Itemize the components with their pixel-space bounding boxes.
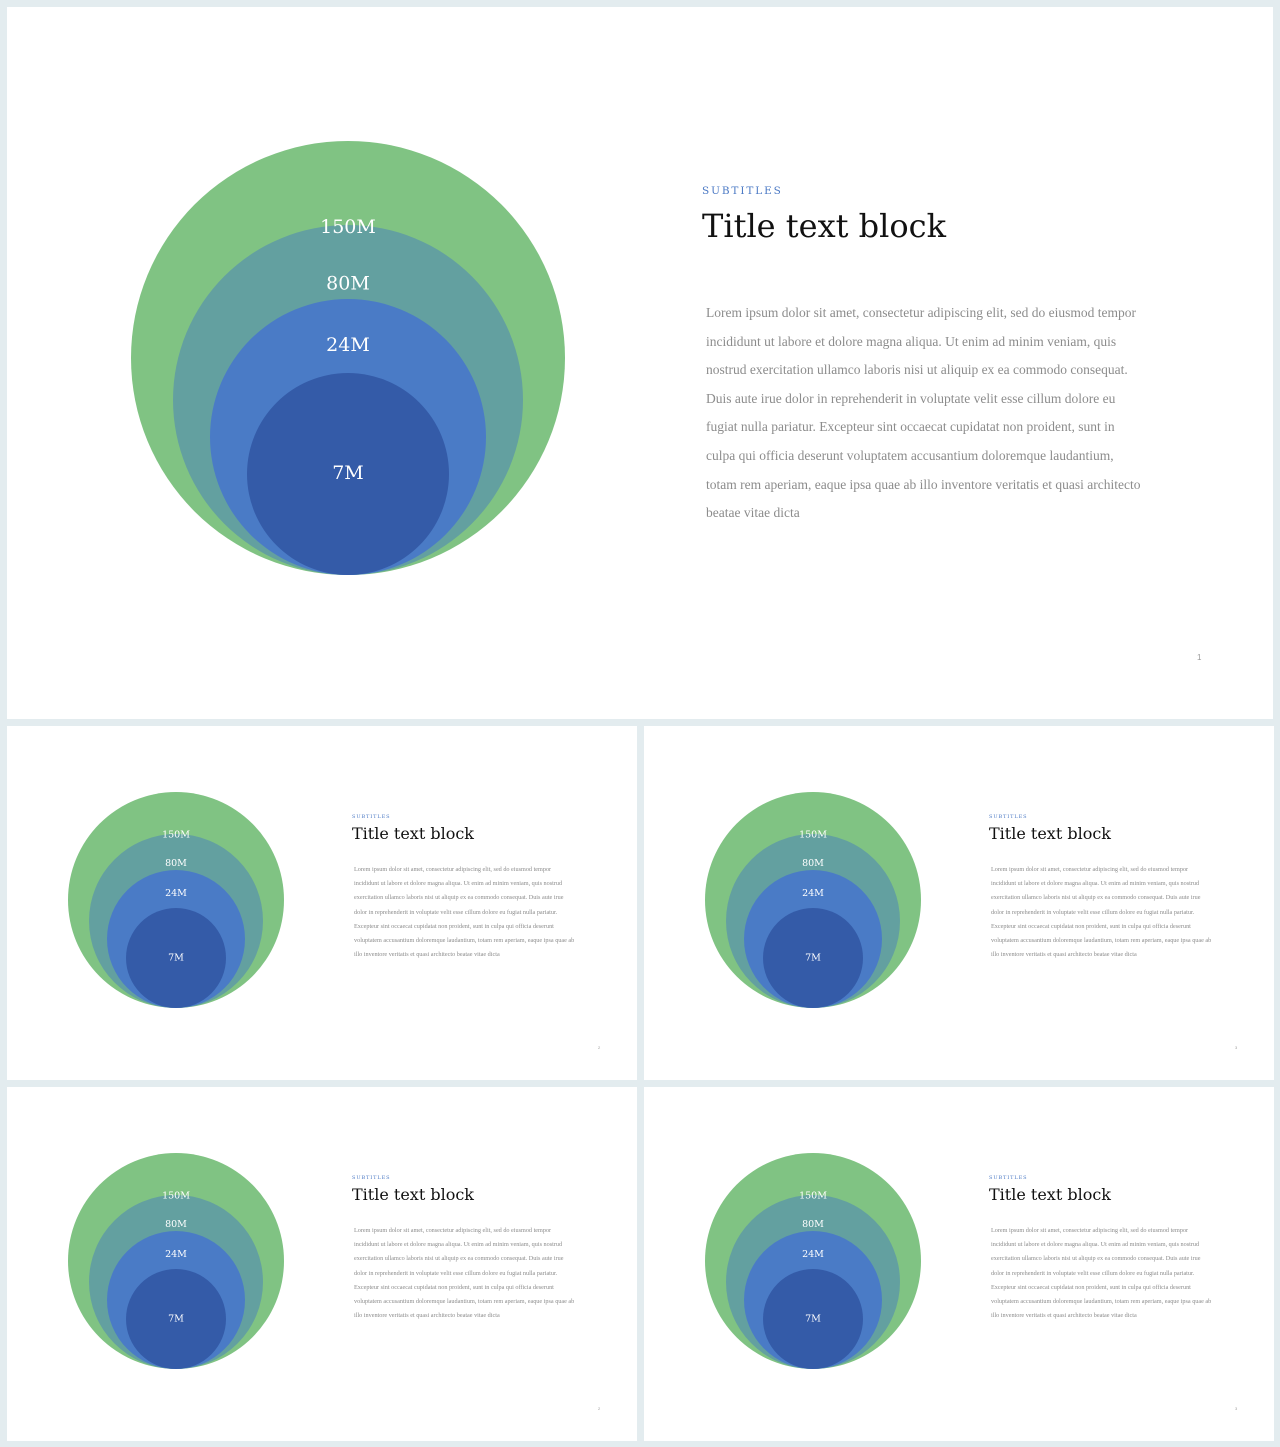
ring-label-150m: 150M (799, 830, 827, 841)
body-text: Lorem ipsum dolor sit amet, consectetur … (354, 866, 575, 959)
slide-thumbnail[interactable]: 150M 80M 24M 7M SUBTITLES Title text block … (7, 1087, 637, 1441)
body-text: Lorem ipsum dolor sit amet, consectetur … (991, 1227, 1212, 1320)
page-number: 2 (598, 1406, 601, 1411)
slide-thumbnail[interactable]: 150M 80M 24M 7M SUBTITLES Title text block … (644, 1087, 1274, 1441)
slide-title: Title text block (989, 824, 1111, 843)
subtitle: SUBTITLES (352, 1175, 391, 1181)
ring-label-7m: 7M (805, 1314, 821, 1325)
ring-label-7m: 7M (168, 953, 184, 964)
subtitle: SUBTITLES (989, 814, 1028, 820)
nested-circles-diagram: 150M 80M 24M 7M (68, 792, 284, 1008)
ring-label-7m: 7M (805, 953, 821, 964)
ring-7m (126, 908, 226, 1008)
ring-label-7m: 7M (332, 462, 364, 484)
ring-label-80m: 80M (165, 858, 187, 869)
slide-title: Title text block (352, 824, 474, 843)
text-block: SUBTITLES Title text block Lorem ipsum d… (352, 814, 577, 962)
nested-circles-diagram: 150M 80M 24M 7M (131, 141, 565, 575)
slide-title: Title text block (352, 1185, 474, 1204)
ring-label-24m: 24M (165, 888, 187, 899)
page-number: 1 (1197, 653, 1202, 662)
ring-label-24m: 24M (802, 1249, 824, 1260)
ring-7m (247, 373, 449, 575)
ring-label-80m: 80M (326, 273, 370, 295)
nested-circles-diagram: 150M 80M 24M 7M (68, 1153, 284, 1369)
page-number: 3 (1235, 1406, 1238, 1411)
ring-7m (126, 1269, 226, 1369)
nested-circles-diagram: 150M 80M 24M 7M (705, 1153, 921, 1369)
ring-label-150m: 150M (162, 1191, 190, 1202)
ring-7m (763, 908, 863, 1008)
text-block: SUBTITLES Title text block Lorem ipsum d… (989, 814, 1214, 962)
ring-label-80m: 80M (802, 1219, 824, 1230)
ring-label-24m: 24M (802, 888, 824, 899)
page-number: 2 (598, 1045, 601, 1050)
ring-7m (763, 1269, 863, 1369)
slide-main: 150M 80M 24M 7M SUBTITLES Title text block … (7, 7, 1273, 719)
ring-label-150m: 150M (320, 216, 376, 238)
slide-thumbnail[interactable]: 150M 80M 24M 7M SUBTITLES Title text block … (7, 726, 637, 1080)
ring-label-24m: 24M (326, 334, 370, 356)
ring-label-150m: 150M (799, 1191, 827, 1202)
text-block: SUBTITLES Title text block Lorem ipsum d… (702, 185, 1142, 528)
ring-label-80m: 80M (802, 858, 824, 869)
subtitle: SUBTITLES (989, 1175, 1028, 1181)
text-block: SUBTITLES Title text block Lorem ipsum d… (989, 1175, 1214, 1323)
ring-label-150m: 150M (162, 830, 190, 841)
body-text: Lorem ipsum dolor sit amet, consectetur … (991, 866, 1212, 959)
slide-title: Title text block (702, 207, 946, 245)
subtitle: SUBTITLES (352, 814, 391, 820)
page-number: 3 (1235, 1045, 1238, 1050)
ring-label-7m: 7M (168, 1314, 184, 1325)
body-text: Lorem ipsum dolor sit amet, consectetur … (706, 305, 1141, 521)
ring-label-24m: 24M (165, 1249, 187, 1260)
slide-title: Title text block (989, 1185, 1111, 1204)
text-block: SUBTITLES Title text block Lorem ipsum d… (352, 1175, 577, 1323)
subtitle: SUBTITLES (702, 185, 783, 197)
ring-label-80m: 80M (165, 1219, 187, 1230)
nested-circles-diagram: 150M 80M 24M 7M (705, 792, 921, 1008)
slide-thumbnail[interactable]: 150M 80M 24M 7M SUBTITLES Title text block … (644, 726, 1274, 1080)
body-text: Lorem ipsum dolor sit amet, consectetur … (354, 1227, 575, 1320)
